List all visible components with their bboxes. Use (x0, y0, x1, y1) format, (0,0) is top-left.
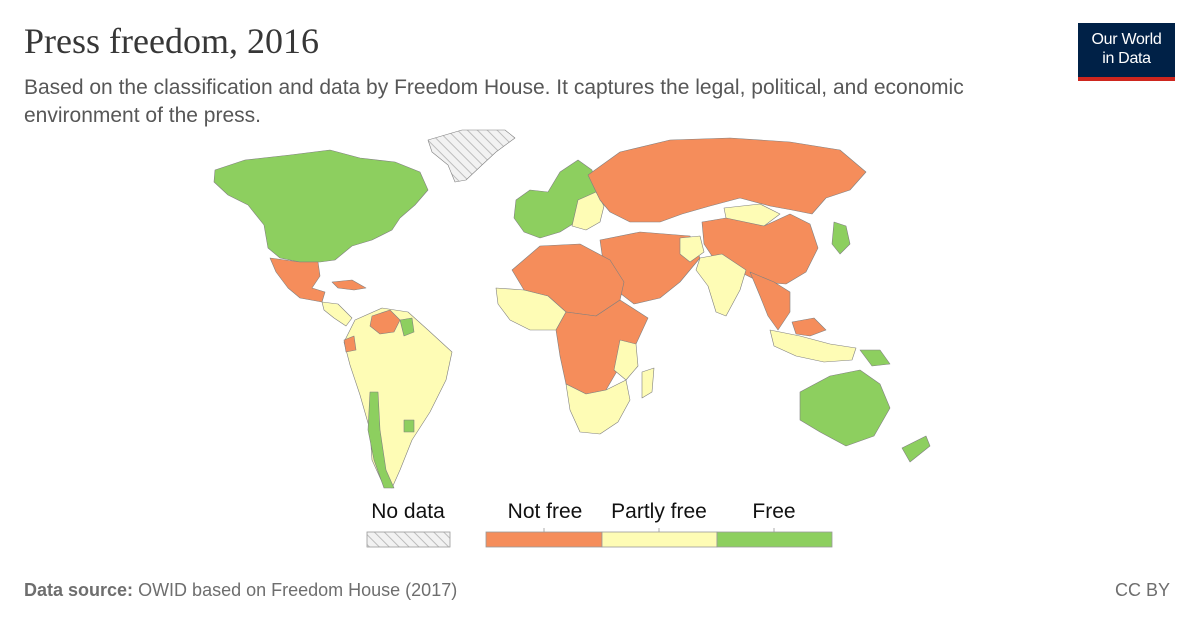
region-southern-africa[interactable] (565, 379, 631, 435)
region-ecuador[interactable] (343, 335, 357, 353)
legend-free-swatch[interactable] (716, 531, 833, 548)
region-russia[interactable] (587, 137, 867, 223)
legend-label-no-data: No data (371, 500, 445, 523)
region-south-america[interactable] (343, 307, 453, 489)
region-greenland[interactable] (427, 129, 516, 183)
region-new-zealand[interactable] (901, 435, 931, 463)
license-link[interactable]: CC BY (1114, 580, 1170, 600)
logo-line-1: Our World (1091, 31, 1162, 48)
legend-partly-free-swatch[interactable] (601, 531, 718, 548)
region-malaysia[interactable] (791, 317, 827, 337)
region-mexico[interactable] (269, 257, 326, 303)
region-india[interactable] (695, 253, 747, 317)
region-southeast-asia[interactable] (749, 271, 791, 331)
chart-title: Press freedom, 2016 (24, 21, 319, 61)
region-afghanistan[interactable] (679, 235, 705, 263)
region-indonesia[interactable] (769, 329, 857, 363)
region-chile[interactable] (367, 391, 395, 489)
region-uruguay[interactable] (403, 419, 415, 433)
data-source: Data source: OWID based on Freedom House… (24, 580, 457, 601)
region-png[interactable] (859, 349, 891, 367)
legend-label-not-free: Not free (507, 500, 583, 523)
chart-subtitle: Based on the classification and data by … (24, 76, 964, 127)
logo-line-2: in Data (1102, 50, 1151, 67)
legend-no-data-swatch[interactable] (366, 531, 451, 548)
region-japan[interactable] (831, 221, 851, 255)
data-source-text[interactable]: OWID based on Freedom House (2017) (138, 580, 458, 600)
region-north-america[interactable] (213, 149, 429, 263)
region-venezuela[interactable] (369, 309, 401, 335)
region-madagascar[interactable] (641, 367, 655, 399)
region-guyana[interactable] (399, 317, 415, 337)
legend-label-partly-free: Partly free (611, 500, 707, 523)
region-cuba[interactable] (331, 279, 367, 291)
data-source-label: Data source: (24, 580, 134, 600)
region-australia[interactable] (799, 369, 891, 447)
legend-not-free-swatch[interactable] (485, 531, 603, 548)
region-central-america[interactable] (321, 301, 353, 327)
owid-logo[interactable]: Our World in Data (1078, 23, 1175, 81)
legend-label-free: Free (752, 500, 796, 523)
legend (366, 528, 833, 548)
region-east-africa[interactable] (613, 339, 639, 381)
